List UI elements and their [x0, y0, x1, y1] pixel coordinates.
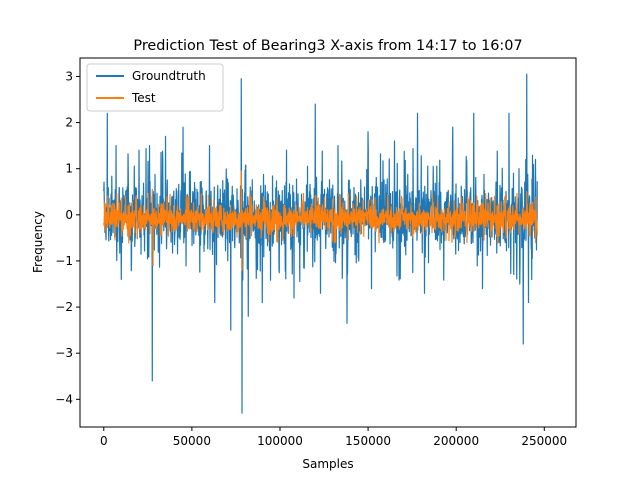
- y-axis: −4 −3 −2 −1 0 1 2 3: [55, 69, 80, 406]
- series-line-groundtruth: [103, 73, 538, 414]
- y-tick-label: 3: [65, 69, 73, 83]
- chart-title: Prediction Test of Bearing3 X-axis from …: [133, 38, 522, 54]
- axes-frame: [79, 57, 577, 428]
- plot-area: [79, 57, 577, 428]
- y-tick-label: −1: [55, 254, 73, 268]
- y-axis-label: Frequency: [31, 211, 45, 273]
- x-tick-label: 100000: [257, 434, 303, 448]
- y-tick-label: 2: [65, 116, 73, 130]
- y-tick-label: 0: [65, 208, 73, 222]
- x-axis: 0 50000 100000 150000 200000 250000: [100, 427, 567, 448]
- legend: Groundtruth Test: [86, 63, 224, 112]
- x-tick-label: 250000: [521, 434, 567, 448]
- x-tick-label: 200000: [433, 434, 479, 448]
- series-line-test: [103, 170, 538, 271]
- x-tick-label: 150000: [345, 434, 391, 448]
- legend-label-groundtruth: Groundtruth: [132, 69, 206, 83]
- y-tick-label: −3: [55, 346, 73, 360]
- y-tick-label: −2: [55, 300, 73, 314]
- y-tick-label: −4: [55, 392, 73, 406]
- series-layer: [103, 73, 538, 414]
- legend-label-test: Test: [131, 91, 156, 105]
- x-tick-label: 0: [100, 434, 108, 448]
- x-axis-label: Samples: [302, 457, 353, 471]
- x-tick-label: 50000: [173, 434, 211, 448]
- y-tick-label: 1: [65, 162, 73, 176]
